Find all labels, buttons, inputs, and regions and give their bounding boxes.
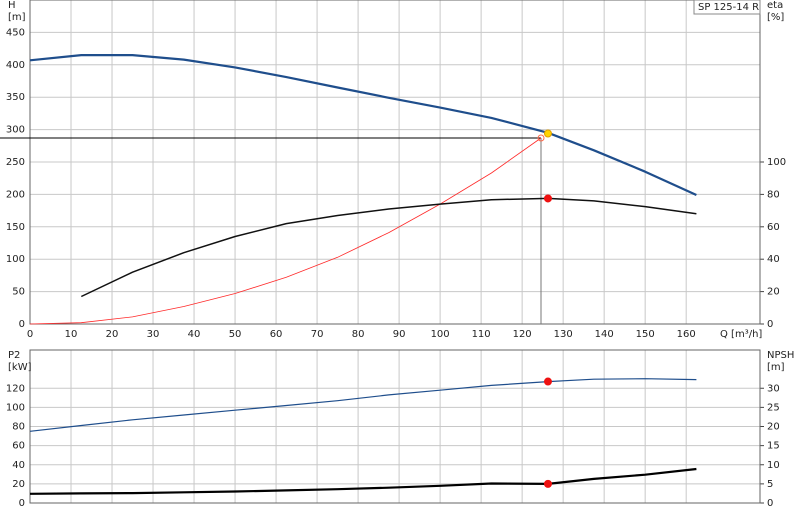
- y-axis-label: H: [8, 0, 16, 11]
- y-tick-label: 400: [6, 60, 25, 71]
- series-line: [80, 197, 697, 298]
- y-tick-label: 350: [6, 92, 25, 103]
- x-tick-label: 120: [513, 329, 532, 340]
- x-tick-label: 20: [106, 329, 119, 340]
- x-tick-label: 130: [554, 329, 573, 340]
- y2-axis-label: [m]: [767, 362, 785, 373]
- y-axis-label: P2: [8, 350, 20, 361]
- y2-tick-label: 15: [767, 441, 780, 452]
- x-tick-label: 70: [311, 329, 324, 340]
- y2-tick-label: 20: [767, 422, 780, 433]
- y-tick-label: 60: [12, 441, 25, 452]
- y-tick-label: 40: [12, 460, 25, 471]
- x-axis-label: Q [m³/h]: [720, 329, 762, 340]
- x-tick-label: 30: [147, 329, 160, 340]
- operating-point: [543, 377, 552, 386]
- y2-tick-label: 60: [767, 222, 780, 233]
- y-tick-label: 300: [6, 125, 25, 136]
- legend-label: SP 125-14 R: [698, 2, 759, 13]
- y2-tick-label: 0: [767, 319, 773, 330]
- operating-point: [543, 194, 552, 203]
- x-tick-label: 140: [595, 329, 614, 340]
- x-tick-label: 80: [352, 329, 365, 340]
- y2-tick-label: 0: [767, 498, 773, 509]
- y-tick-label: 150: [6, 222, 25, 233]
- y2-tick-label: 10: [767, 460, 780, 471]
- y-tick-label: 80: [12, 422, 25, 433]
- x-tick-label: 40: [188, 329, 201, 340]
- x-tick-label: 110: [472, 329, 491, 340]
- y2-tick-label: 40: [767, 254, 780, 265]
- y-tick-label: 0: [19, 319, 25, 330]
- y-tick-label: 250: [6, 157, 25, 168]
- y2-tick-label: 100: [767, 157, 786, 168]
- x-tick-label: 0: [27, 329, 33, 340]
- x-tick-label: 160: [677, 329, 696, 340]
- plot-frame: [29, 349, 761, 504]
- x-tick-label: 10: [65, 329, 78, 340]
- series-line: [29, 54, 697, 197]
- y2-tick-label: 80: [767, 189, 780, 200]
- y-tick-label: 20: [12, 479, 25, 490]
- legend-box: [693, 0, 761, 15]
- x-tick-label: 90: [393, 329, 406, 340]
- y2-axis-label: eta: [767, 0, 783, 11]
- y-tick-label: 450: [6, 27, 25, 38]
- y-tick-label: 120: [6, 383, 25, 394]
- y-axis-label: [kW]: [8, 362, 32, 373]
- series-line: [29, 378, 697, 432]
- operating-point: [543, 479, 552, 488]
- y-tick-label: 100: [6, 254, 25, 265]
- y2-axis-label: NPSH: [767, 350, 794, 361]
- y-tick-label: 50: [12, 287, 25, 298]
- operating-point: [537, 134, 545, 142]
- y2-tick-label: 25: [767, 402, 780, 413]
- y2-axis-label: [%]: [767, 12, 784, 23]
- y-tick-label: 100: [6, 402, 25, 413]
- x-tick-label: 60: [270, 329, 283, 340]
- y2-tick-label: 20: [767, 287, 780, 298]
- x-tick-label: 50: [229, 329, 242, 340]
- y2-tick-label: 30: [767, 383, 780, 394]
- y-tick-label: 0: [19, 498, 25, 509]
- plot-frame: [29, 0, 761, 325]
- operating-point: [543, 129, 552, 138]
- y2-tick-label: 5: [767, 479, 773, 490]
- x-tick-label: 100: [431, 329, 450, 340]
- y-axis-label: [m]: [8, 12, 26, 23]
- x-tick-label: 150: [636, 329, 655, 340]
- series-line: [29, 137, 542, 325]
- y-tick-label: 200: [6, 189, 25, 200]
- series-line: [29, 467, 697, 495]
